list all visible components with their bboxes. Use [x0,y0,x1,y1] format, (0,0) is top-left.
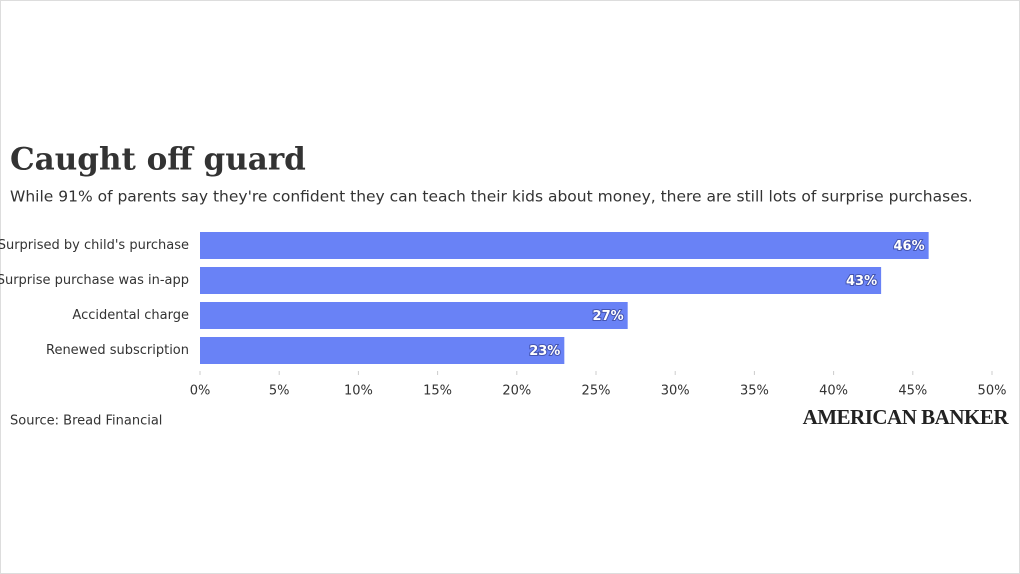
bar [200,267,882,294]
x-tick-label: 25% [582,384,611,399]
chart-subtitle: While 91% of parents say they're confide… [10,188,973,206]
bar [200,337,565,364]
x-tick-label: 45% [898,384,927,399]
source: Source: Bread Financial [10,414,162,429]
x-tick-label: 50% [978,384,1007,399]
x-tick-label: 30% [661,384,690,399]
y-tick-label: Accidental charge [72,308,189,323]
brand-logo: AMERICAN BANKER [803,405,1010,429]
x-tick-label: 10% [344,384,373,399]
x-tick-label: 0% [190,384,211,399]
bar [200,302,628,329]
x-tick-label: 15% [423,384,452,399]
y-tick-label: Renewed subscription [46,343,189,358]
x-tick-label: 5% [269,384,290,399]
y-tick-label: Surprised by child's purchase [0,238,189,253]
x-tick-label: 40% [819,384,848,399]
value-label: 23% [529,344,560,359]
value-label: 43% [846,274,877,289]
value-label: 27% [593,309,624,324]
x-tick-label: 35% [740,384,769,399]
x-tick-label: 20% [502,384,531,399]
bar [200,232,929,259]
y-tick-label: Surprise purchase was in-app [0,273,189,288]
value-label: 46% [894,239,925,254]
chart-title: Caught off guard [10,142,306,178]
